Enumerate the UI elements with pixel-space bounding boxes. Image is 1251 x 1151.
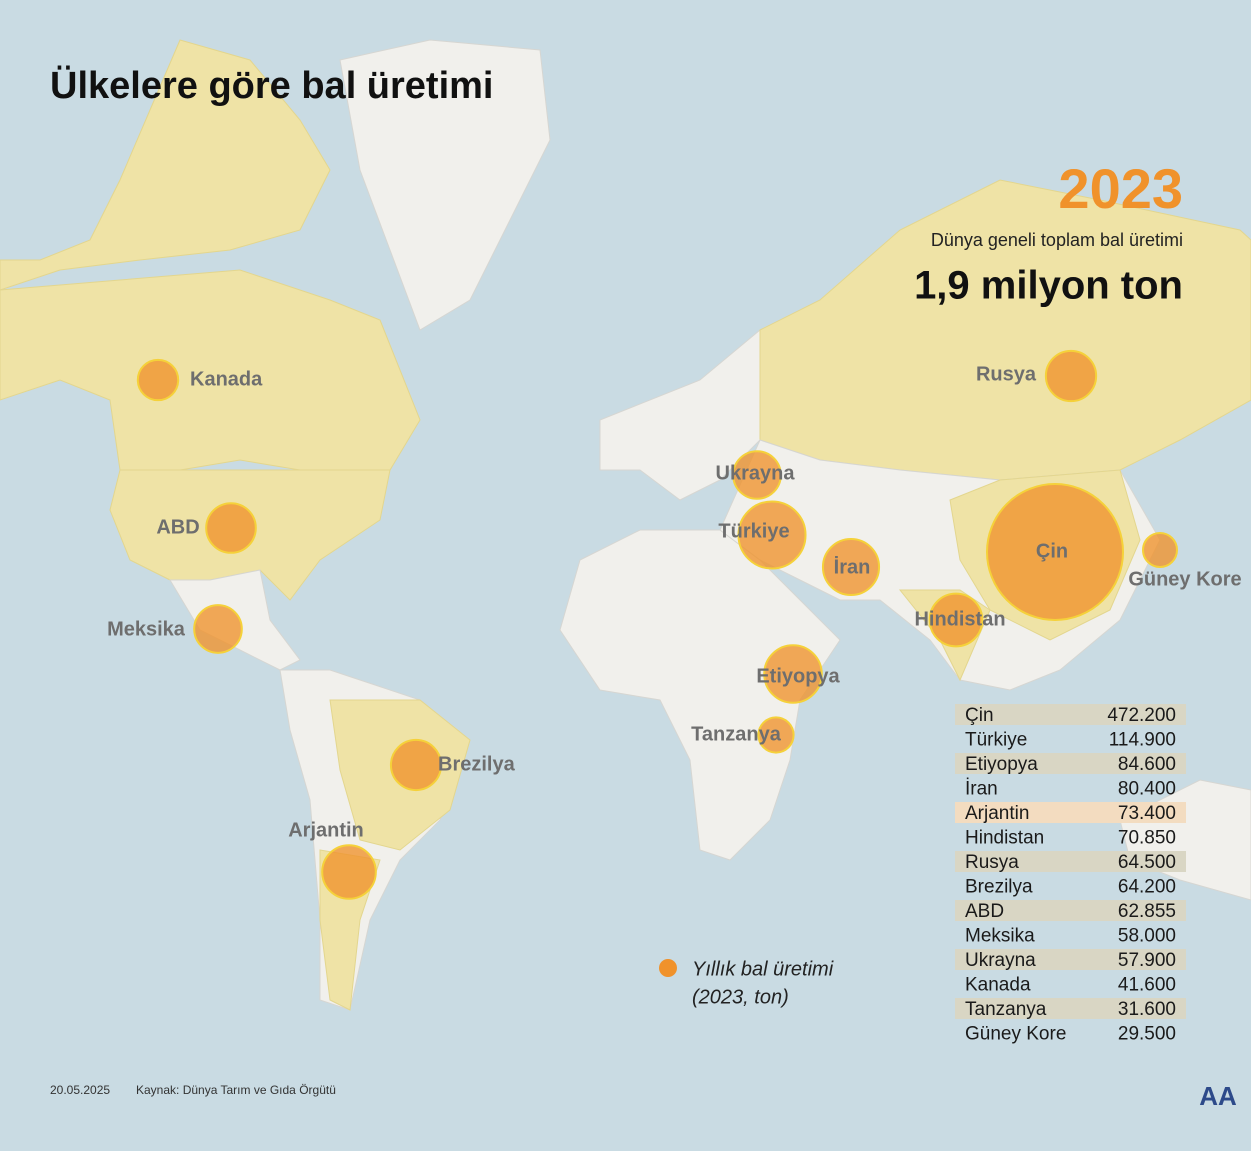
bubble (732, 450, 782, 500)
table-value: 29.500 (1118, 1024, 1176, 1045)
bubble (1142, 532, 1178, 568)
table-name: İran (965, 779, 998, 800)
country-label: İran (834, 555, 871, 578)
date: 20.05.2025 (50, 1083, 110, 1097)
table-value: 80.400 (1118, 779, 1176, 800)
table-value: 31.600 (1118, 999, 1176, 1020)
country-label: Meksika (107, 618, 186, 640)
row-band (955, 998, 1186, 1019)
table-value: 64.200 (1118, 877, 1176, 898)
table-name: Rusya (965, 852, 1019, 873)
country-label: Ukrayna (716, 462, 796, 484)
row-band (955, 704, 1186, 725)
bubble (737, 500, 807, 570)
country-label: Güney Kore (1128, 568, 1241, 590)
legend-sublabel: (2023, ton) (692, 986, 789, 1008)
bubble (986, 483, 1124, 621)
bubble (193, 604, 243, 654)
table-name: Meksika (965, 926, 1035, 947)
table-value: 114.900 (1109, 730, 1176, 751)
source: Kaynak: Dünya Tarım ve Gıda Örgütü (136, 1083, 336, 1097)
bubble (205, 502, 257, 554)
table-name: Ukrayna (965, 950, 1036, 971)
row-band (955, 802, 1186, 823)
table-value: 472.200 (1107, 705, 1176, 726)
table-value: 57.900 (1118, 950, 1176, 971)
bubble (928, 592, 984, 648)
country-label: Tanzanya (691, 723, 782, 745)
table-value: 70.850 (1118, 828, 1176, 849)
table-value: 62.855 (1118, 901, 1176, 922)
year: 2023 (1058, 157, 1183, 220)
bubble (136, 358, 180, 402)
country-label: Kanada (190, 368, 263, 390)
country-label: Brezilya (438, 753, 516, 775)
bubble (821, 537, 881, 597)
country-label: Rusya (976, 363, 1037, 385)
legend-marker (659, 959, 677, 977)
country-label: Türkiye (718, 520, 789, 542)
bubble (389, 738, 443, 792)
table-value: 84.600 (1118, 754, 1176, 775)
table-name: Çin (965, 705, 994, 726)
country-label: Arjantin (288, 819, 364, 841)
country-label: Hindistan (914, 608, 1005, 630)
table-name: ABD (965, 901, 1004, 922)
table-value: 73.400 (1118, 803, 1176, 824)
country-label: Çin (1036, 540, 1068, 562)
table-name: Etiyopya (965, 754, 1038, 775)
row-band (955, 753, 1186, 774)
bubbles (136, 349, 1178, 900)
table-name: Türkiye (965, 730, 1027, 751)
row-band (955, 851, 1186, 872)
country-label: Etiyopya (756, 665, 840, 687)
country-label: ABD (156, 516, 199, 538)
bubble (1044, 349, 1098, 403)
table: Çin 472.200 Türkiye 114.900 Etiyopya 84.600 İr… (955, 704, 1186, 1045)
table-name: Arjantin (965, 803, 1029, 824)
table-name: Tanzanya (965, 999, 1047, 1020)
total: 1,9 milyon ton (914, 264, 1183, 308)
logo: AA (1199, 1081, 1237, 1111)
row-band (955, 900, 1186, 921)
row-band (955, 949, 1186, 970)
legend-label: Yıllık bal üretimi (692, 958, 834, 980)
table-value: 41.600 (1118, 975, 1176, 996)
subtitle: Dünya geneli toplam bal üretimi (931, 230, 1183, 250)
table-value: 58.000 (1118, 926, 1176, 947)
table-name: Hindistan (965, 828, 1044, 849)
table-name: Kanada (965, 975, 1031, 996)
table-name: Güney Kore (965, 1024, 1066, 1045)
map-labels: Çin Türkiye Etiyopya İran Arjantin Hindistan R… (107, 363, 1242, 841)
bubble (321, 844, 377, 900)
bubble (757, 716, 795, 754)
bubble (763, 644, 823, 704)
title: Ülkelere göre bal üretimi (50, 64, 494, 107)
table-value: 64.500 (1118, 852, 1176, 873)
table-name: Brezilya (965, 877, 1033, 898)
